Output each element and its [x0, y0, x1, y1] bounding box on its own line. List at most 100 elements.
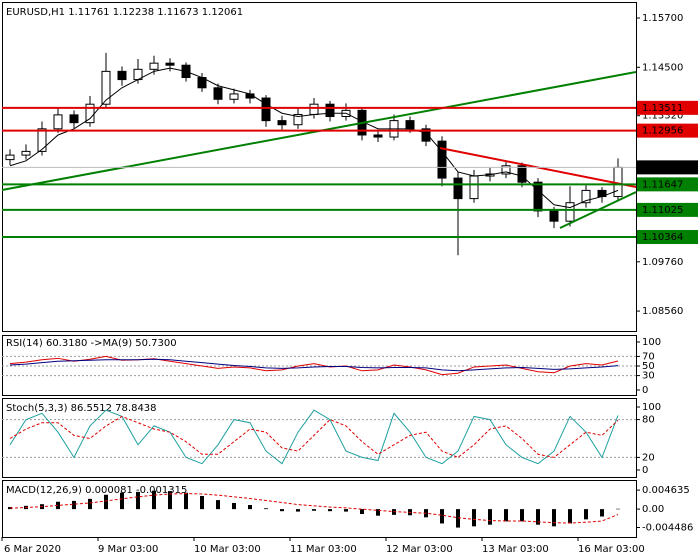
candle-body [21, 150, 31, 156]
candle-body [309, 103, 319, 115]
candle-body [501, 165, 511, 175]
y-tick-label: 0 [642, 385, 648, 396]
candle-body [69, 114, 79, 124]
macd-bar [360, 509, 364, 515]
macd-bar [504, 509, 508, 522]
macd-bar [120, 492, 124, 510]
y-tick-label: 30 [642, 371, 655, 382]
macd-bar [536, 509, 540, 525]
y-tick-label: 70 [642, 351, 655, 362]
macd-bar [280, 509, 284, 512]
x-tick-label: 6 Mar 2020 [4, 544, 61, 555]
candle-body [469, 175, 479, 200]
candle-body [229, 93, 239, 100]
panel-title: MACD(12,26,9) 0.000081 -0.001315 [6, 485, 187, 496]
macd-bar [264, 508, 268, 510]
candle-body [437, 140, 447, 179]
macd-bar [248, 505, 252, 510]
x-tick-label: 13 Mar 03:00 [482, 544, 549, 555]
candle-body [53, 114, 63, 130]
y-tick-label: 1.08560 [642, 306, 683, 317]
y-tick-label: 100 [642, 402, 661, 413]
y-tick-label: 1.14500 [642, 62, 683, 73]
macd-bar [104, 494, 108, 510]
y-tick-label: 50 [642, 361, 655, 372]
level-box [637, 230, 698, 245]
macd-bar [56, 501, 60, 510]
candle-body [117, 70, 127, 81]
macd-bar [456, 509, 460, 528]
x-tick-label: 11 Mar 03:00 [290, 544, 357, 555]
x-tick-label: 9 Mar 03:00 [98, 544, 158, 555]
macd-bar [88, 498, 92, 510]
candle-body [165, 62, 175, 66]
y-tick-label: 1.15700 [642, 13, 683, 24]
y-tick-label: 1.09760 [642, 257, 683, 268]
line [9, 409, 619, 465]
candle-body [405, 120, 415, 130]
y-tick-label: -0.004486 [642, 523, 693, 534]
candle-body [213, 87, 223, 100]
candle-body [293, 113, 303, 126]
candle-body [421, 128, 431, 142]
macd-bar [584, 509, 588, 520]
candle-body [581, 189, 591, 204]
macd-bar [152, 490, 156, 510]
candle-body [5, 154, 15, 161]
macd-bar [296, 509, 300, 512]
line [9, 67, 619, 209]
y-tick-label: 0.004635 [642, 485, 690, 496]
candle-body [565, 202, 575, 222]
candle-body [549, 210, 559, 222]
level-box [637, 100, 698, 115]
panel-title: EURUSD,H1 1.11761 1.12238 1.11673 1.1206… [6, 7, 243, 18]
x-tick-label: 10 Mar 03:00 [194, 544, 261, 555]
macd-bar [200, 495, 204, 510]
y-tick-label: 100 [642, 337, 661, 348]
y-tick-label: 20 [642, 452, 655, 463]
candle-body [453, 177, 463, 200]
macd-bar [184, 492, 188, 510]
x-tick-label: 16 Mar 03:00 [578, 544, 645, 555]
level-box [637, 177, 698, 192]
macd-bar [232, 502, 236, 510]
y-tick-label: 0 [642, 465, 648, 476]
macd-bar [72, 500, 76, 510]
y-tick-label: 0.00 [642, 504, 664, 515]
candle-body [517, 165, 527, 183]
level-label: 1.10364 [642, 232, 683, 243]
candle-body [149, 62, 159, 70]
macd-bar [216, 500, 220, 510]
candle-body [325, 103, 335, 118]
candle-body [277, 120, 287, 126]
panel-title: RSI(14) 60.3180 ->MA(9) 50.7300 [6, 338, 177, 349]
level-box [637, 123, 698, 138]
line [9, 415, 619, 458]
macd-bar [344, 509, 348, 512]
macd-bar [136, 491, 140, 510]
candles [5, 52, 623, 256]
candle-body [261, 97, 271, 122]
line [9, 358, 619, 372]
macd-bar [616, 508, 620, 510]
macd-bar [168, 491, 172, 510]
level-label: 1.13511 [642, 103, 683, 114]
candle-body [37, 128, 47, 152]
macd-bar [312, 509, 316, 511]
level-box [637, 202, 698, 217]
level-box [637, 160, 698, 175]
macd-bar [472, 509, 476, 527]
level-label: 1.11647 [642, 179, 683, 190]
macd-bar [552, 509, 556, 527]
candle-body [101, 70, 111, 105]
macd-bar [568, 509, 572, 524]
x-tick-label: 12 Mar 03:00 [386, 544, 453, 555]
candle-body [533, 181, 543, 212]
y-tick-label: 1.13320 [642, 111, 683, 122]
line [9, 493, 619, 524]
level-label: 1.12061 [642, 162, 683, 173]
macd-bar [600, 509, 604, 517]
level-label: 1.12956 [642, 126, 683, 137]
